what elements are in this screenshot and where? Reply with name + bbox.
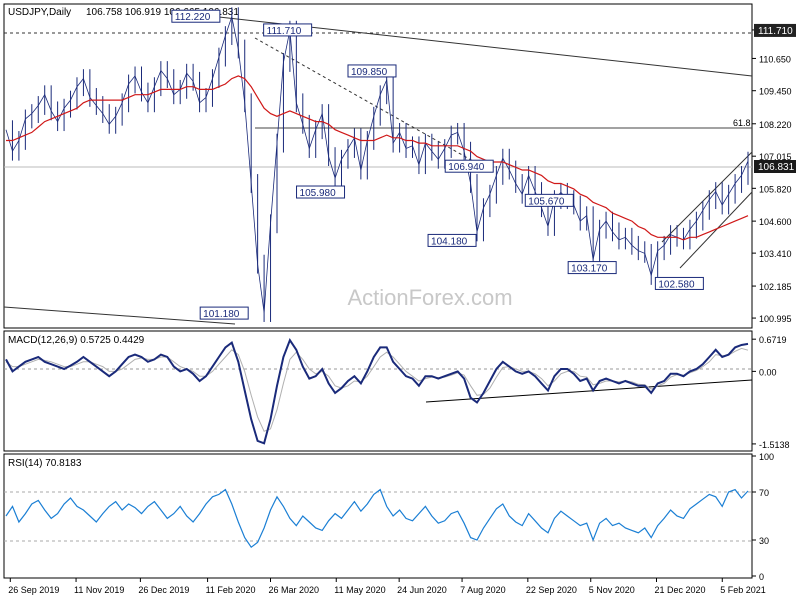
annotation-label: 106.940 [448,162,485,173]
x-tick-label: 26 Sep 2019 [8,585,59,595]
macd-series [5,338,749,445]
macd-tick-label: 0.6719 [759,335,787,345]
macd-tick-label: -1.5138 [759,440,790,450]
annotation-label: 103.170 [571,264,608,275]
price-tick-label: 102.185 [759,282,792,292]
rsi-tick-label: 70 [759,488,769,498]
price-series [5,7,749,322]
rsi-tick-label: 0 [759,572,764,582]
x-tick-label: 7 Aug 2020 [460,585,506,595]
rsi-axis: 100 70 30 0 [752,452,774,582]
ohlc-readout: 106.758 106.919 106.665 106.831 [86,7,239,18]
price-annotations: 112.220 111.710 109.850 105.980 104.180 106.9… [171,9,704,320]
price-tick-label: 100.995 [759,314,792,324]
lower-long-trendline [3,306,236,325]
price-tick-label: 108.220 [759,120,792,130]
rsi-series [5,488,749,549]
price-panel-title: USDJPY,Daily [8,7,71,18]
annotation-label: 101.180 [203,309,240,320]
x-tick-label: 11 May 2020 [334,585,385,595]
x-axis: 26 Sep 2019 11 Nov 2019 26 Dec 2019 11 Feb … [8,578,766,595]
channel-lower-line [679,191,753,269]
price-tick-label: 109.450 [759,87,792,97]
macd-axis: 0.6719 0.00 -1.5138 [752,335,790,450]
rsi-tick-label: 100 [759,452,774,462]
annotation-label: 105.670 [528,196,565,207]
annotation-102-580: 102.580 [654,276,704,290]
x-tick-label: 5 Feb 2021 [720,585,766,595]
annotation-106-940: 106.940 [444,159,494,173]
current-price-label: 106.831 [758,162,795,173]
macd-line [5,338,749,445]
rsi-tick-label: 30 [759,536,769,546]
macd-panel-title: MACD(12,26,9) 0.5725 0.4429 [8,335,145,346]
price-tick-label: 105.820 [759,184,792,194]
annotation-label: 112.220 [175,12,211,23]
current-price-box: 106.831 [754,160,796,173]
annotation-101-180: 101.180 [199,306,249,320]
close-line [5,15,749,313]
price-panel [3,3,753,329]
price-axis: 111.710 110.650 109.450 108.220 107.015 105.8… [752,23,796,324]
x-tick-label: 24 Jun 2020 [397,585,447,595]
x-tick-label: 21 Dec 2020 [655,585,706,595]
annotation-104-180: 104.180 [427,233,477,247]
annotation-label: 105.980 [300,188,337,199]
annotation-111-710: 111.710 [263,23,313,37]
annotation-105-670: 105.670 [524,193,574,207]
annotation-label: 102.580 [658,279,695,290]
annotation-label: 109.850 [351,67,388,78]
annotation-label: 104.180 [431,236,468,247]
annotation-109-850: 109.850 [347,64,397,78]
rsi-panel-title: RSI(14) 70.8183 [8,458,82,469]
moving-average-line [6,75,749,241]
fib-label: 61.8 [733,118,751,128]
annotation-105-980: 105.980 [296,185,346,199]
x-tick-label: 26 Dec 2019 [138,585,189,595]
rsi-panel [3,453,753,579]
annotation-103-170: 103.170 [567,261,617,275]
price-tick-label: 111.710 [758,26,793,37]
annotation-label: 111.710 [267,26,302,37]
price-tick-label: 103.410 [759,249,792,259]
x-tick-label: 22 Sep 2020 [526,585,577,595]
rsi-line [5,488,749,549]
x-tick-label: 5 Nov 2020 [589,585,635,595]
price-tick-label: 104.600 [759,217,792,227]
annotation-112-220: 112.220 [171,9,221,23]
x-tick-label: 11 Nov 2019 [74,585,124,595]
x-tick-label: 26 Mar 2020 [268,585,319,595]
macd-tick-label: 0.00 [759,367,777,377]
price-tick-label: 110.650 [759,54,791,64]
price-tick-label: 107.015 [759,152,792,162]
watermark: ActionForex.com [347,285,512,310]
x-tick-label: 11 Feb 2020 [206,585,256,595]
